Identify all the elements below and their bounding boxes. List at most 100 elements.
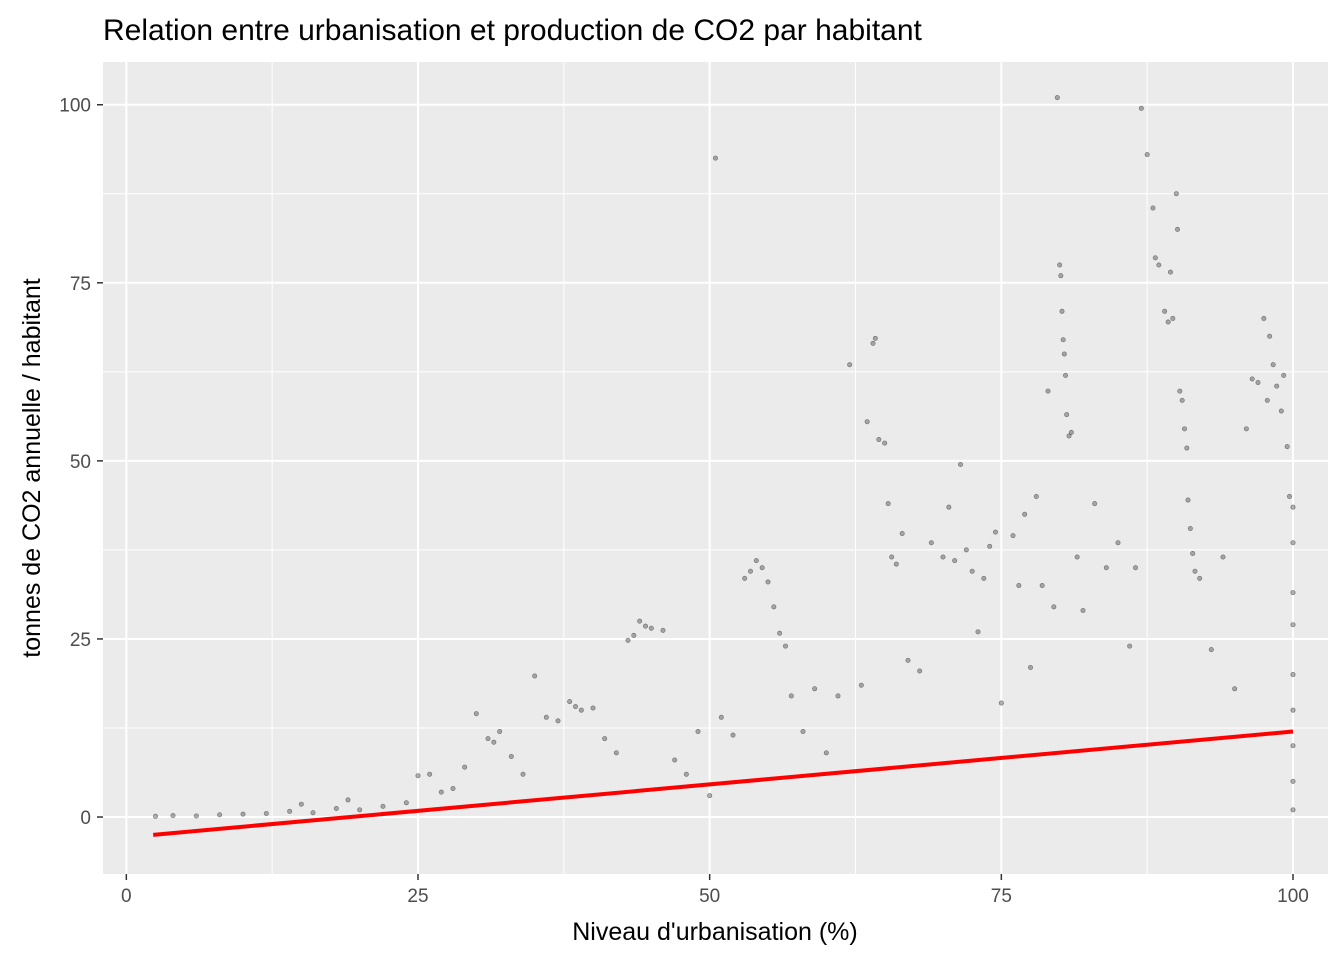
- data-point: [885, 501, 891, 507]
- x-tick-label: 25: [407, 886, 428, 907]
- data-point: [889, 554, 895, 560]
- data-point: [193, 813, 199, 819]
- data-point: [310, 810, 316, 816]
- data-point: [333, 805, 339, 811]
- data-point: [491, 739, 497, 745]
- data-point: [1170, 315, 1176, 321]
- data-point: [1103, 565, 1109, 571]
- data-point: [858, 682, 864, 688]
- data-point: [1179, 397, 1185, 403]
- data-point: [1133, 565, 1139, 571]
- data-point: [648, 625, 654, 631]
- y-tick-label: 75: [70, 274, 91, 295]
- data-point: [992, 529, 998, 535]
- data-point: [1092, 501, 1098, 507]
- data-point: [613, 750, 619, 756]
- data-point: [1064, 412, 1070, 418]
- data-point: [1290, 743, 1296, 749]
- data-point: [1068, 429, 1074, 435]
- data-point: [870, 340, 876, 346]
- data-point: [345, 797, 351, 803]
- data-point: [823, 750, 829, 756]
- data-point: [1022, 511, 1028, 517]
- data-point: [438, 789, 444, 795]
- data-point: [712, 155, 718, 161]
- data-point: [1066, 433, 1072, 439]
- data-point: [1274, 383, 1280, 389]
- data-point: [1187, 526, 1193, 532]
- data-point: [882, 440, 888, 446]
- data-point: [153, 813, 159, 819]
- data-point: [450, 786, 456, 792]
- data-point: [998, 700, 1004, 706]
- data-point: [1127, 643, 1133, 649]
- data-point: [543, 714, 549, 720]
- data-point: [642, 623, 648, 629]
- chart-title: Relation entre urbanisation et productio…: [103, 14, 923, 47]
- data-point: [602, 736, 608, 742]
- data-point: [1156, 262, 1162, 268]
- x-tick-label: 0: [121, 886, 132, 907]
- data-point: [1165, 319, 1171, 325]
- data-point: [1185, 497, 1191, 503]
- data-point: [572, 704, 578, 710]
- data-point: [1057, 262, 1063, 268]
- data-point: [981, 575, 987, 581]
- data-point: [567, 699, 573, 705]
- data-point: [695, 729, 701, 735]
- data-point: [1177, 388, 1183, 394]
- data-point: [957, 461, 963, 467]
- data-point: [1232, 686, 1238, 692]
- data-point: [1061, 351, 1067, 357]
- data-point: [1028, 664, 1034, 670]
- data-point: [917, 668, 923, 674]
- data-point: [864, 419, 870, 425]
- data-point: [899, 531, 905, 537]
- data-point: [1264, 397, 1270, 403]
- data-point: [1144, 152, 1150, 158]
- data-point: [759, 565, 765, 571]
- data-point: [1051, 604, 1057, 610]
- data-point: [672, 757, 678, 763]
- data-point: [1016, 583, 1022, 589]
- data-point: [380, 803, 386, 809]
- data-point: [707, 793, 713, 799]
- data-point: [847, 362, 853, 368]
- data-point: [497, 729, 503, 735]
- data-point: [1290, 672, 1296, 678]
- y-tick-label: 0: [80, 808, 91, 829]
- data-point: [578, 707, 584, 713]
- data-point: [532, 673, 538, 679]
- data-point: [1039, 583, 1045, 589]
- data-point: [1281, 372, 1287, 378]
- data-point: [765, 579, 771, 585]
- data-point: [975, 629, 981, 635]
- data-point: [893, 561, 899, 567]
- data-point: [1138, 105, 1144, 111]
- data-point: [427, 771, 433, 777]
- grid-minor: [103, 62, 1328, 874]
- x-axis-label: Niveau d'urbanisation (%): [572, 918, 857, 946]
- data-point: [800, 729, 806, 735]
- data-point: [660, 627, 666, 633]
- data-point: [1267, 333, 1273, 339]
- data-point: [1192, 568, 1198, 574]
- data-point: [1010, 533, 1016, 539]
- data-point: [952, 558, 958, 564]
- x-tick-label: 100: [1277, 886, 1309, 907]
- data-point: [1249, 376, 1255, 382]
- data-point: [1045, 388, 1051, 394]
- data-point: [940, 554, 946, 560]
- y-axis-ticks: 0 25 50 75 100: [59, 96, 103, 829]
- data-point: [1182, 426, 1188, 432]
- data-point: [1290, 504, 1296, 510]
- data-point: [485, 736, 491, 742]
- data-point: [753, 558, 759, 564]
- data-point: [590, 705, 596, 711]
- trend-line: [152, 729, 1294, 837]
- data-point: [782, 643, 788, 649]
- data-point: [1261, 315, 1267, 321]
- data-point: [1060, 337, 1066, 343]
- data-point: [1175, 226, 1181, 232]
